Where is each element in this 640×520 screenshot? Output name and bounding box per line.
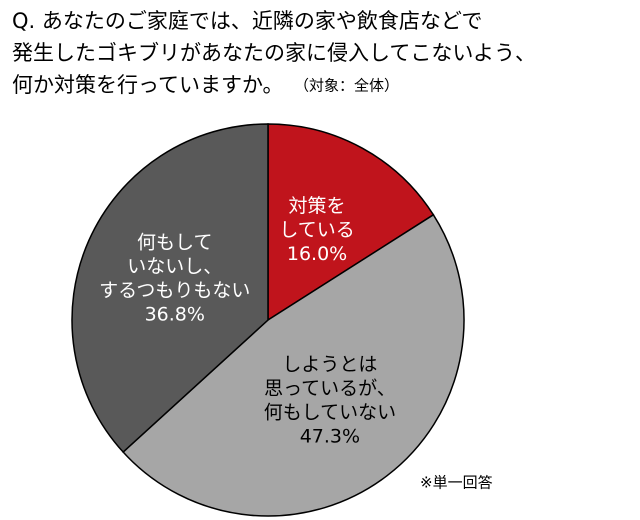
slice-label: いないし、	[127, 255, 222, 277]
value-label: 36.8%	[145, 303, 205, 325]
slice-label: しようとは	[282, 353, 377, 375]
pie-slice	[267, 123, 435, 322]
pie-slice	[122, 213, 465, 517]
slice-label: 何もしていない	[264, 401, 396, 423]
note: ※単一回答	[420, 474, 493, 492]
slice-label: 対策を	[289, 195, 346, 217]
chart-subtitle: （対象：全体）	[294, 77, 399, 95]
value-label: 16.0%	[287, 243, 347, 265]
pie-slice	[71, 123, 269, 454]
chart-title: 何か対策を行っていますか。	[12, 73, 284, 97]
slice-label: するつもりもない	[99, 279, 250, 301]
slice-label: 思っているが、	[264, 377, 396, 399]
chart-title: 発生したゴキブリがあなたの家に侵入してこないよう、	[12, 41, 536, 65]
slice-label: している	[279, 219, 354, 241]
slice-label: 何もして	[137, 231, 212, 253]
value-label: 47.3%	[300, 425, 360, 447]
chart-title: Q. あなたのご家庭では、近隣の家や飲食店などで	[12, 9, 482, 33]
